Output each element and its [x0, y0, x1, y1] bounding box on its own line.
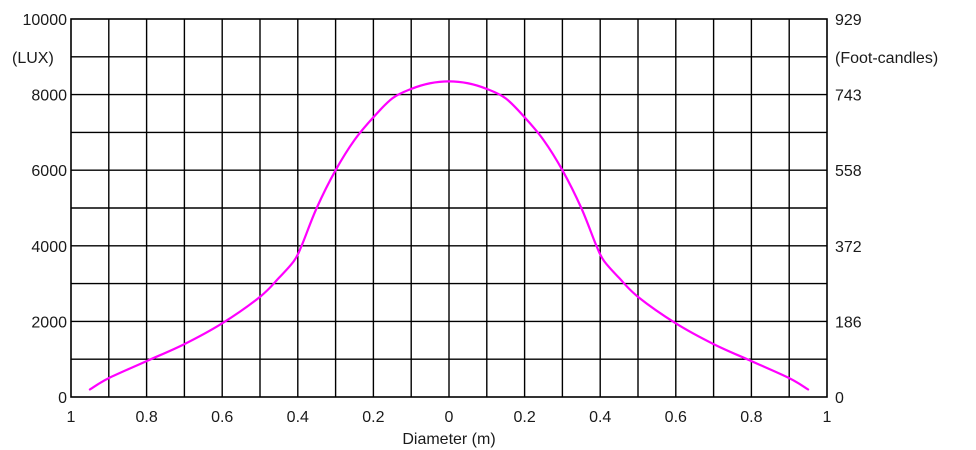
- illuminance-curve: [88, 80, 810, 391]
- x-tick-label: 0.2: [362, 409, 384, 426]
- right-axis: 929 743 558 372 186 0: [835, 12, 862, 407]
- y-left-tick-label: 0: [58, 390, 67, 407]
- y-right-tick-label: 0: [835, 390, 844, 407]
- series-layer: [88, 80, 810, 391]
- y-right-tick-label: 372: [835, 239, 862, 256]
- y-left-tick-label: 6000: [31, 163, 67, 180]
- left-axis: 10000 8000 6000 4000 2000 0: [23, 12, 68, 407]
- x-tick-label: 0.6: [211, 409, 233, 426]
- y-left-tick-label: 2000: [31, 314, 67, 331]
- y-left-tick-label: 4000: [31, 239, 67, 256]
- plot-frame: [70, 18, 828, 398]
- x-tick-label: 0.8: [135, 409, 157, 426]
- x-tick-label: 1: [823, 409, 832, 426]
- x-axis: 1 0.8 0.6 0.4 0.2 0 0.2 0.4 0.6 0.8 1: [67, 409, 832, 426]
- y-right-tick-label: 186: [835, 314, 862, 331]
- x-tick-label: 0.4: [589, 409, 611, 426]
- y-right-tick-label: 558: [835, 163, 862, 180]
- grid: [71, 19, 827, 397]
- x-tick-label: 0.4: [287, 409, 309, 426]
- left-axis-label: (LUX): [12, 50, 54, 67]
- right-axis-label: (Foot-candles): [835, 50, 938, 67]
- x-tick-label: 0.8: [740, 409, 762, 426]
- x-tick-label: 0: [445, 409, 454, 426]
- y-right-tick-label: 929: [835, 12, 862, 29]
- x-tick-label: 1: [67, 409, 76, 426]
- y-left-tick-label: 10000: [23, 12, 68, 29]
- x-tick-label: 0.2: [513, 409, 535, 426]
- x-axis-label: Diameter (m): [402, 431, 495, 448]
- y-right-tick-label: 743: [835, 88, 862, 105]
- x-tick-label: 0.6: [665, 409, 687, 426]
- y-left-tick-label: 8000: [31, 88, 67, 105]
